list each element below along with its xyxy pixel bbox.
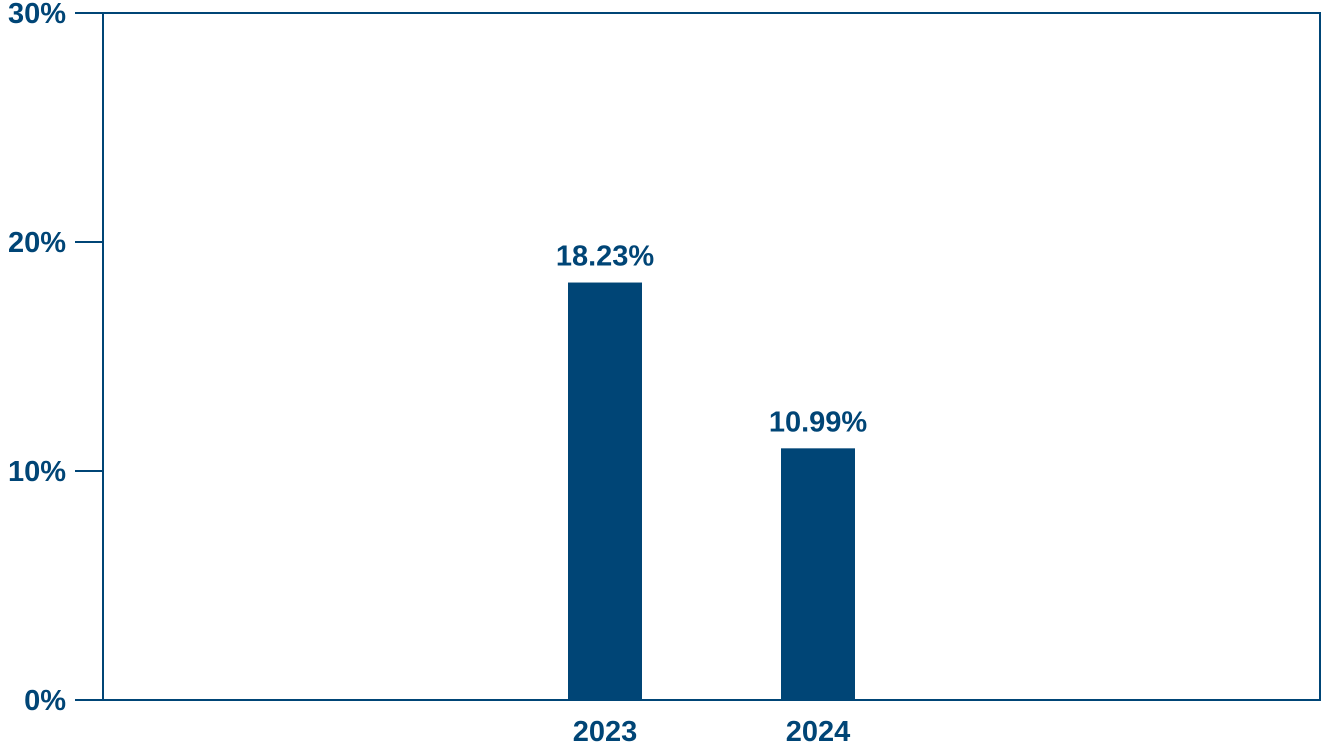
- y-tick-label: 10%: [8, 456, 66, 488]
- y-tick-label: 0%: [24, 685, 66, 717]
- y-tick-label: 20%: [8, 227, 66, 259]
- plot-area-frame: [102, 12, 1321, 701]
- y-tick-label: 30%: [8, 0, 66, 30]
- data-label-2023: 18.23%: [556, 241, 655, 273]
- bar-2023: [568, 282, 642, 700]
- y-axis: 0% 10% 20% 30%: [8, 0, 103, 717]
- x-axis-labels: 2023 2024: [573, 716, 851, 743]
- data-label-2024: 10.99%: [769, 406, 868, 438]
- x-category-label: 2024: [786, 716, 851, 743]
- x-category-label: 2023: [573, 716, 638, 743]
- bars-group: 18.23% 10.99%: [556, 241, 868, 700]
- bar-2024: [781, 448, 855, 700]
